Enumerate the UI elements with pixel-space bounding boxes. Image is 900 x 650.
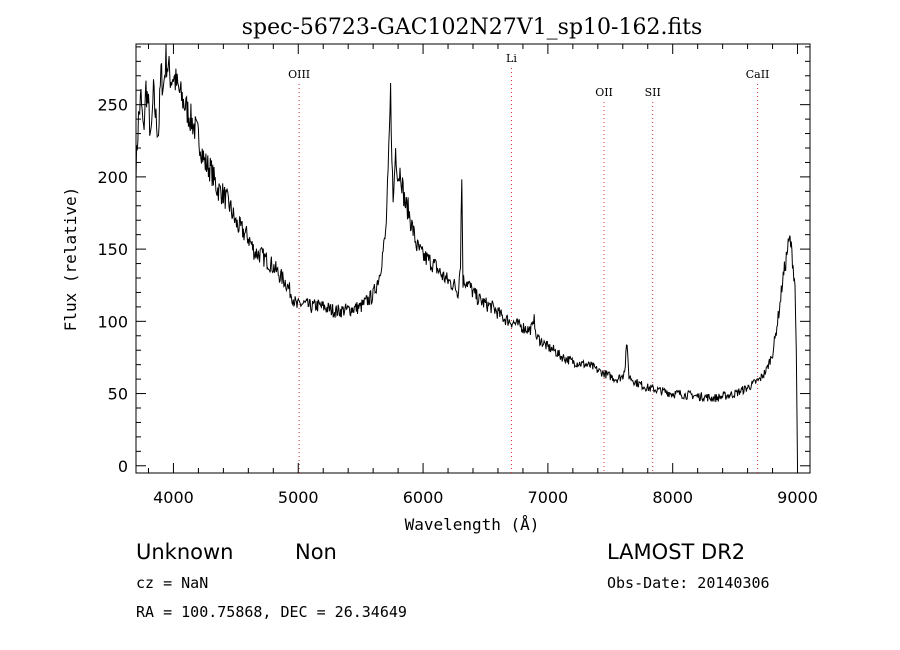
object-class-label: Unknown: [136, 540, 234, 564]
redshift-label: cz = NaN: [136, 574, 209, 592]
spectral-line-label: SII: [645, 86, 661, 99]
chart-title: spec-56723-GAC102N27V1_sp10-162.fits: [242, 15, 703, 40]
y-tick-label: 50: [108, 385, 128, 404]
x-tick-label: 7000: [528, 488, 569, 507]
x-tick-label: 6000: [403, 488, 444, 507]
plot-frame: [135, 43, 811, 474]
y-tick-label: 200: [97, 168, 128, 187]
spectrum-line: [135, 43, 798, 466]
spectral-line-label: Li: [506, 52, 517, 65]
axis-ticks: 4000 5000 6000 7000 8000 9000 0 50 100 150 200 250: [97, 44, 818, 507]
spectral-line-label: OIII: [288, 68, 310, 81]
x-tick-label: 5000: [278, 488, 319, 507]
y-tick-label: 100: [97, 312, 128, 331]
x-tick-label: 9000: [777, 488, 818, 507]
survey-label: LAMOST DR2: [607, 540, 746, 564]
spectral-line-label: OII: [595, 86, 613, 99]
y-tick-label: 150: [97, 240, 128, 259]
y-tick-label: 250: [97, 96, 128, 115]
coordinates-label: RA = 100.75868, DEC = 26.34649: [136, 603, 407, 621]
x-tick-label: 8000: [652, 488, 693, 507]
y-tick-label: 0: [118, 457, 128, 476]
obs-date-label: Obs-Date: 20140306: [607, 574, 770, 592]
spectral-line-label: CaII: [746, 68, 770, 81]
object-subclass-label: Non: [295, 540, 337, 564]
spectral-line-markers: OIII Li OII SII CaII: [288, 52, 769, 473]
x-axis-label: Wavelength (Å): [405, 515, 540, 534]
x-tick-label: 4000: [153, 488, 194, 507]
y-axis-label: Flux (relative): [61, 187, 80, 332]
